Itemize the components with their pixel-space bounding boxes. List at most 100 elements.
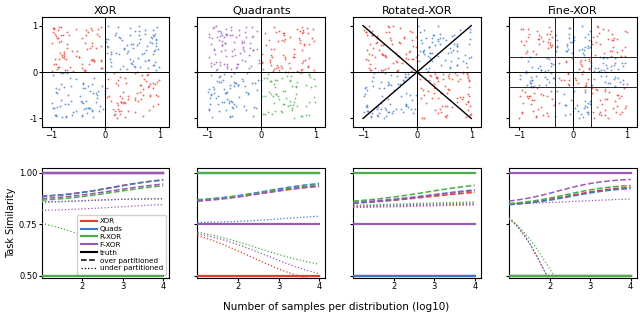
Point [307, 35, 317, 41]
Point [219, 99, 229, 104]
Point [365, 115, 376, 120]
Point [594, 31, 604, 36]
Point [612, 103, 622, 108]
Point [207, 114, 217, 119]
Point [372, 106, 382, 111]
Point [277, 37, 287, 42]
Point [50, 31, 60, 36]
Point [51, 112, 61, 117]
Point [289, 46, 300, 51]
Point [527, 84, 538, 89]
Point [150, 60, 160, 65]
Point [463, 99, 473, 104]
Point [465, 55, 476, 60]
Point [206, 72, 216, 77]
Point [204, 31, 214, 36]
Point [304, 42, 314, 47]
Point [209, 62, 220, 67]
Point [298, 30, 308, 35]
Point [552, 43, 563, 48]
Point [406, 68, 416, 73]
Point [381, 55, 392, 60]
Point [529, 97, 539, 102]
Point [145, 82, 156, 87]
Point [151, 44, 161, 49]
Point [70, 26, 81, 31]
Point [587, 41, 597, 46]
Point [563, 71, 573, 76]
Point [441, 115, 451, 120]
Point [611, 75, 621, 80]
Point [226, 28, 236, 33]
Point [365, 113, 376, 118]
Point [215, 73, 225, 78]
Point [56, 98, 66, 103]
Point [380, 30, 390, 35]
Point [454, 95, 465, 100]
Point [60, 70, 70, 75]
Point [212, 35, 222, 40]
Point [463, 85, 474, 90]
Point [249, 104, 259, 109]
Point [266, 53, 276, 58]
Point [433, 75, 443, 80]
Point [219, 71, 229, 76]
Point [277, 102, 287, 107]
Point [77, 100, 87, 105]
Point [102, 86, 113, 91]
Point [253, 78, 263, 83]
Point [584, 57, 594, 62]
Point [286, 74, 296, 79]
Point [263, 72, 273, 77]
Point [576, 57, 586, 62]
Point [48, 30, 58, 35]
Point [385, 35, 395, 40]
Point [80, 86, 90, 91]
Point [531, 51, 541, 56]
Point [410, 35, 420, 40]
Point [278, 30, 288, 35]
Point [462, 65, 472, 70]
Point [89, 58, 99, 63]
Point [577, 24, 587, 29]
Point [362, 88, 372, 93]
Point [218, 87, 228, 92]
Point [309, 95, 319, 100]
Point [139, 76, 149, 81]
Point [87, 41, 97, 46]
Point [118, 101, 128, 106]
Point [120, 114, 130, 119]
Point [61, 57, 72, 62]
Point [289, 102, 299, 107]
Point [137, 51, 147, 56]
Point [264, 60, 275, 65]
Point [117, 63, 127, 68]
Point [275, 97, 285, 102]
Point [582, 45, 593, 50]
Point [570, 76, 580, 81]
Point [115, 112, 125, 117]
Point [609, 63, 619, 68]
Point [563, 49, 573, 54]
Point [590, 52, 600, 57]
Point [276, 109, 286, 114]
Point [225, 33, 235, 38]
Point [86, 44, 97, 49]
Point [109, 32, 120, 37]
Point [291, 84, 301, 89]
Point [310, 83, 320, 88]
Point [59, 50, 69, 55]
Point [392, 74, 402, 79]
Point [589, 76, 599, 81]
Point [419, 115, 429, 120]
Point [425, 73, 435, 78]
Point [383, 96, 393, 101]
Point [254, 61, 264, 66]
Point [151, 41, 161, 46]
Point [238, 79, 248, 84]
Point [143, 72, 154, 77]
Point [564, 78, 574, 83]
Point [419, 27, 429, 32]
Point [532, 28, 542, 33]
Point [458, 94, 468, 99]
